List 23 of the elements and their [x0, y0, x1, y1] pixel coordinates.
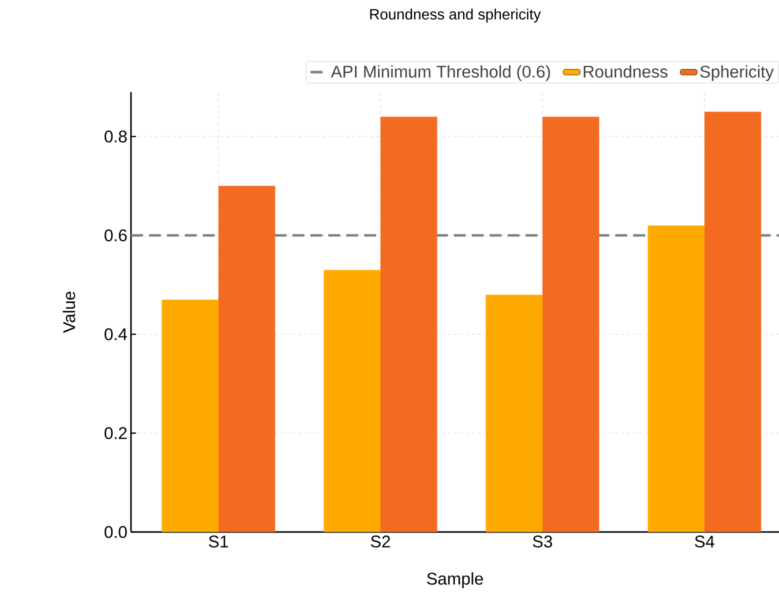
legend-label: Sphericity	[700, 65, 774, 82]
y-tick-label: 0.0	[104, 526, 127, 538]
bar	[542, 116, 600, 532]
bar	[380, 116, 438, 532]
bar	[324, 270, 380, 532]
bar	[486, 294, 542, 532]
x-tick-label: S1	[208, 536, 228, 548]
bar	[162, 300, 218, 532]
bar	[648, 225, 704, 532]
legend-label: API Minimum Threshold (0.6)	[330, 65, 550, 82]
chart-title: Roundness and sphericity	[370, 8, 541, 22]
bar	[704, 112, 762, 532]
y-tick-label: 0.4	[104, 328, 127, 340]
x-tick-label: S2	[370, 536, 390, 548]
x-tick-label: S4	[694, 536, 714, 548]
bar	[218, 186, 276, 532]
x-axis-title: Sample	[427, 572, 483, 588]
y-tick-label: 0.6	[104, 229, 127, 242]
y-tick-label: 0.8	[104, 130, 127, 142]
y-tick-label: 0.2	[104, 427, 127, 440]
x-tick-label: S3	[532, 536, 552, 548]
y-axis-title: Value	[62, 292, 76, 333]
legend-label: Roundness	[584, 65, 668, 78]
